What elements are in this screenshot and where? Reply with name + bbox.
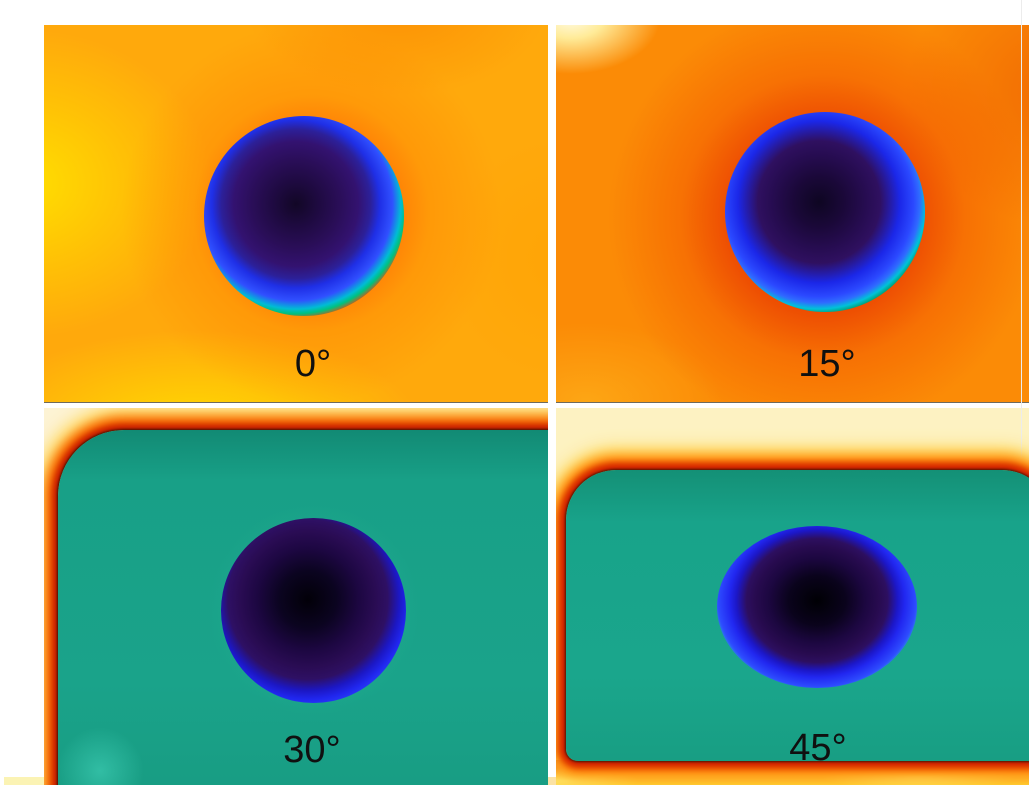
thermal-panel-30deg: 30° — [44, 408, 548, 785]
angle-label-45deg: 45° — [789, 727, 847, 769]
thermal-panel-0deg: 0° — [44, 25, 548, 403]
angle-label-0deg: 0° — [294, 343, 332, 385]
hot-rim-band — [556, 760, 1029, 785]
droplet-30deg — [221, 518, 406, 703]
droplet-45deg — [717, 526, 917, 688]
page-edge-line — [1021, 0, 1022, 785]
thermal-panel-15deg: 15° — [556, 25, 1029, 403]
thermal-panel-45deg: 45° — [556, 408, 1029, 785]
angle-label-30deg: 30° — [283, 729, 341, 771]
angle-label-15deg: 15° — [798, 343, 856, 385]
droplet-0deg — [204, 116, 404, 316]
droplet-15deg — [725, 112, 925, 312]
